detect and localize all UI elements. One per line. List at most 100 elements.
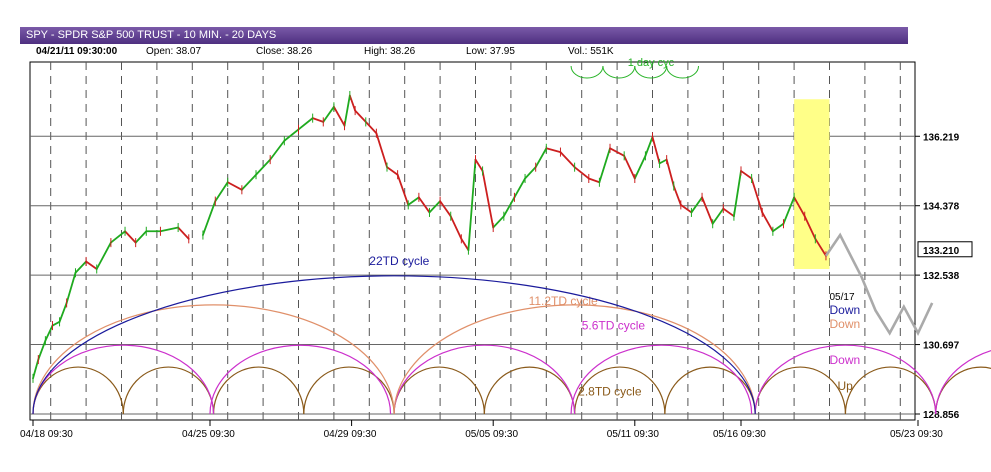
price-segment <box>672 185 682 206</box>
x-tick-label: 05/23 09:30 <box>890 429 943 440</box>
price-segment <box>58 302 68 323</box>
ohlc-info-bar: 04/21/11 09:30:00 Open: 38.07 Close: 38.… <box>20 44 908 60</box>
x-tick-label: 05/11 09:30 <box>607 429 660 440</box>
price-segment <box>598 147 611 184</box>
volume-value: Vol.: 551K <box>568 46 614 57</box>
price-segment <box>297 117 314 131</box>
price-segment <box>722 207 735 218</box>
day-cycle-arc <box>602 65 636 79</box>
price-segment <box>481 170 495 229</box>
price-segment <box>269 139 286 161</box>
price-segment <box>651 136 661 165</box>
projection-line <box>824 232 934 337</box>
price-segment <box>255 158 272 176</box>
price-segment <box>364 120 378 135</box>
cycle-arch <box>209 344 392 415</box>
cycle-arch <box>935 366 991 415</box>
last-price-label: 133.210 <box>923 246 960 257</box>
day-cycle-arc <box>570 65 604 79</box>
price-segment <box>524 166 537 180</box>
chart-title-bar: SPY - SPDR S&P 500 TRUST - 10 MIN. - 20 … <box>20 27 908 44</box>
price-segment <box>417 196 431 214</box>
price-segment <box>502 196 516 218</box>
y-tick-label: 130.697 <box>923 341 960 352</box>
price-segment <box>609 147 626 157</box>
price-segment <box>467 158 477 252</box>
price-segment <box>740 170 753 180</box>
price-segment <box>177 226 190 240</box>
cycle-arch <box>303 366 395 415</box>
price-segment <box>226 181 243 191</box>
price-segment <box>202 200 217 236</box>
forecast-highlight <box>794 99 830 270</box>
price-segment <box>240 173 257 191</box>
cycle-arch <box>212 366 305 415</box>
price-segment <box>311 117 325 123</box>
x-tick-label: 04/25 09:30 <box>182 429 235 440</box>
day-cycle-label: 1 day cyc <box>628 57 675 69</box>
price-segment <box>375 132 388 169</box>
price-segment <box>513 177 526 199</box>
price-segment <box>396 173 410 206</box>
cycle-label: 11.2TD cycle <box>529 294 598 308</box>
day-cycle-arc <box>634 65 668 79</box>
annotation-22td: Down <box>830 303 861 317</box>
price-segment <box>573 166 590 180</box>
price-segment <box>474 158 484 172</box>
x-tick-label: 04/29 09:30 <box>324 429 377 440</box>
price-segment <box>803 215 817 240</box>
price-segment <box>109 230 126 244</box>
price-segment <box>679 203 693 214</box>
cycle-arch <box>32 275 756 415</box>
open-value: Open: 38.07 <box>146 46 202 57</box>
cycle-label: 22TD cycle <box>369 254 429 268</box>
price-segment <box>74 260 87 274</box>
price-segment <box>559 151 576 169</box>
price-segment <box>665 158 675 187</box>
annotation-2td: Up <box>838 379 854 393</box>
price-segment <box>44 324 54 342</box>
price-segment <box>793 196 806 218</box>
price-segment <box>814 237 827 257</box>
y-tick-label: 128.856 <box>923 410 960 421</box>
price-segment <box>332 105 346 127</box>
annotation-5td: Down <box>830 353 861 367</box>
cycle-arch <box>393 304 756 415</box>
x-tick-label: 04/18 09:30 <box>20 429 73 440</box>
price-segment <box>587 177 601 184</box>
price-segment <box>492 215 505 229</box>
cycle-arch <box>574 366 666 415</box>
price-segment <box>322 105 335 123</box>
price-segment <box>761 211 774 233</box>
price-segment <box>283 128 300 142</box>
price-segment <box>623 154 636 180</box>
price-segment <box>690 196 703 214</box>
low-value: Low: 37.95 <box>466 46 515 57</box>
cycle-arch <box>935 350 991 415</box>
plot-area <box>29 61 916 421</box>
bar-datetime: 04/21/11 09:30:00 <box>36 46 118 57</box>
day-cycle-arc <box>666 65 700 79</box>
cycle-arch <box>754 344 937 415</box>
price-segment <box>343 94 351 127</box>
x-tick-label: 05/05 09:30 <box>465 429 518 440</box>
price-segment <box>733 170 742 218</box>
price-segment <box>95 241 112 270</box>
price-segment <box>534 147 548 169</box>
price-segment <box>65 271 77 304</box>
last-price-box <box>917 241 973 258</box>
cycle-label: 2.8TD cycle <box>578 384 642 398</box>
price-segment <box>386 166 399 176</box>
price-segment <box>428 200 442 214</box>
price-segment <box>658 158 668 165</box>
price-segment <box>460 237 470 252</box>
price-segment <box>545 147 562 153</box>
price-segment <box>771 222 785 233</box>
cycle-arch <box>570 344 753 415</box>
price-segment <box>750 177 764 214</box>
close-value: Close: 38.26 <box>256 46 313 57</box>
chart-title: SPY - SPDR S&P 500 TRUST - 10 MIN. - 20 … <box>26 29 277 41</box>
price-segment <box>159 226 180 233</box>
annotation-date: 05/17 <box>830 292 855 303</box>
